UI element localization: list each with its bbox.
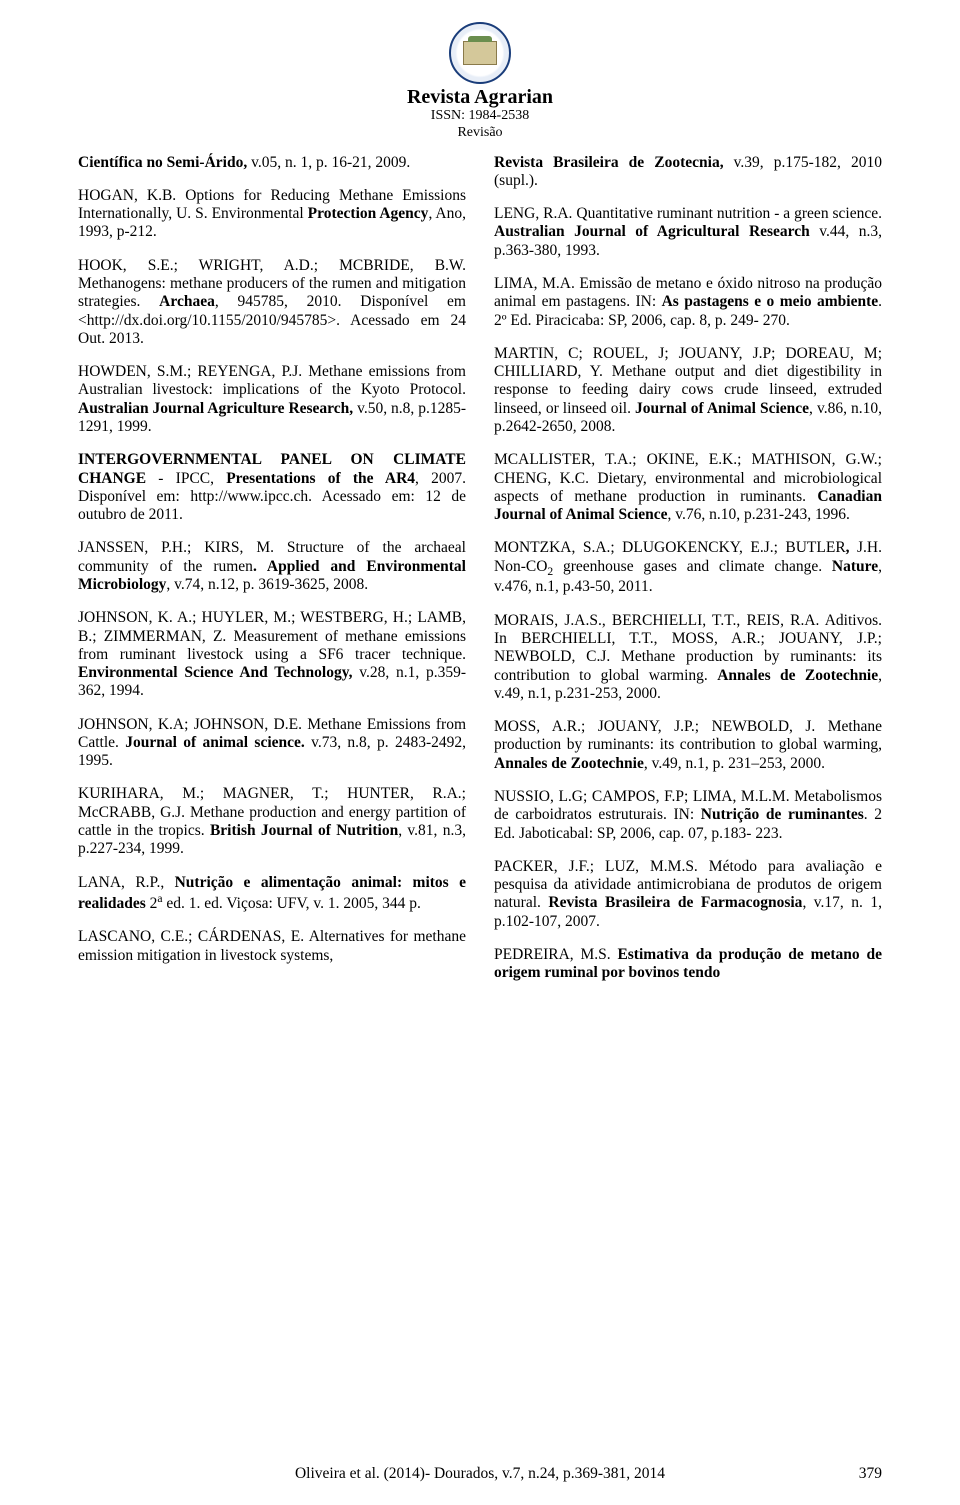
reference-entry: PACKER, J.F.; LUZ, M.M.S. Método para av…: [494, 858, 882, 931]
reference-entry: HOWDEN, S.M.; REYENGA, P.J. Methane emis…: [78, 363, 466, 436]
reference-entry: HOGAN, K.B. Options for Reducing Methane…: [78, 187, 466, 242]
left-column: Científica no Semi-Árido, v.05, n. 1, p.…: [78, 154, 466, 983]
reference-entry: MOSS, A.R.; JOUANY, J.P.; NEWBOLD, J. Me…: [494, 718, 882, 773]
right-column: Revista Brasileira de Zootecnia, v.39, p…: [494, 154, 882, 983]
page-number: 379: [842, 1465, 882, 1483]
section-label: Revisão: [78, 125, 882, 142]
footer-citation: Oliveira et al. (2014)- Dourados, v.7, n…: [118, 1465, 842, 1483]
reference-entry: PEDREIRA, M.S. Estimativa da produção de…: [494, 946, 882, 983]
reference-entry: MARTIN, C; ROUEL, J; JOUANY, J.P; DOREAU…: [494, 345, 882, 436]
reference-entry: LANA, R.P., Nutrição e alimentação anima…: [78, 874, 466, 914]
reference-entry: HOOK, S.E.; WRIGHT, A.D.; MCBRIDE, B.W. …: [78, 257, 466, 348]
logo-graphic: [463, 41, 497, 65]
reference-entry: LIMA, M.A. Emissão de metano e óxido nit…: [494, 275, 882, 330]
reference-entry: NUSSIO, L.G; CAMPOS, F.P; LIMA, M.L.M. M…: [494, 788, 882, 843]
journal-title: Revista Agrarian: [78, 86, 882, 108]
reference-columns: Científica no Semi-Árido, v.05, n. 1, p.…: [78, 154, 882, 983]
reference-entry: JANSSEN, P.H.; KIRS, M. Structure of the…: [78, 539, 466, 594]
page-footer: Oliveira et al. (2014)- Dourados, v.7, n…: [78, 1465, 882, 1483]
reference-entry: JOHNSON, K.A; JOHNSON, D.E. Methane Emis…: [78, 716, 466, 771]
reference-entry: Científica no Semi-Árido, v.05, n. 1, p.…: [78, 154, 466, 172]
reference-entry: KURIHARA, M.; MAGNER, T.; HUNTER, R.A.; …: [78, 785, 466, 858]
reference-entry: JOHNSON, K. A.; HUYLER, M.; WESTBERG, H.…: [78, 609, 466, 700]
journal-logo: [449, 22, 511, 84]
reference-entry: LENG, R.A. Quantitative ruminant nutriti…: [494, 205, 882, 260]
reference-entry: LASCANO, C.E.; CÁRDENAS, E. Alternatives…: [78, 928, 466, 965]
reference-entry: MONTZKA, S.A.; DLUGOKENCKY, E.J.; BUTLER…: [494, 539, 882, 596]
issn-text: ISSN: 1984-2538: [78, 108, 882, 125]
reference-entry: MORAIS, J.A.S., BERCHIELLI, T.T., REIS, …: [494, 612, 882, 703]
reference-entry: MCALLISTER, T.A.; OKINE, E.K.; MATHISON,…: [494, 451, 882, 524]
reference-entry: INTERGOVERNMENTAL PANEL ON CLIMATE CHANG…: [78, 451, 466, 524]
page-header: Revista Agrarian ISSN: 1984-2538 Revisão: [78, 22, 882, 142]
reference-entry: Revista Brasileira de Zootecnia, v.39, p…: [494, 154, 882, 191]
